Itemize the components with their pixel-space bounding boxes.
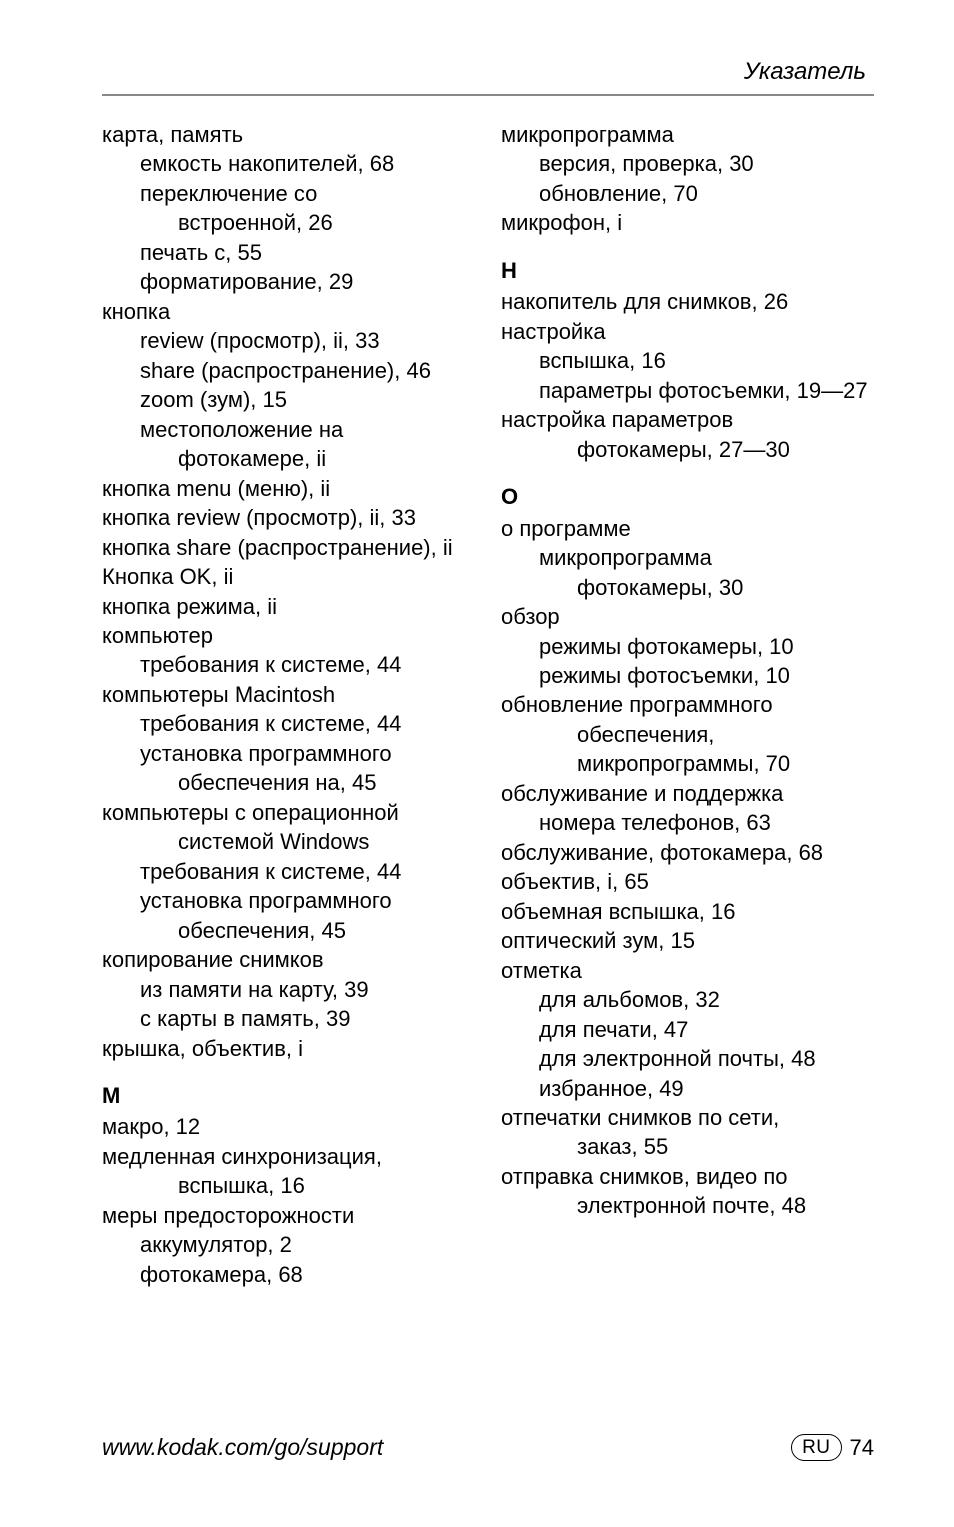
- index-line: кнопка: [102, 297, 475, 326]
- index-line: кнопка режима, ii: [102, 592, 475, 621]
- index-line: оптический зум, 15: [501, 926, 874, 955]
- index-line: фотокамера, 68: [102, 1260, 475, 1289]
- index-line: фотокамеры, 27—30: [501, 435, 874, 464]
- index-line: фотокамеры, 30: [501, 573, 874, 602]
- index-line: кнопка review (просмотр), ii, 33: [102, 503, 475, 532]
- index-line: печать с, 55: [102, 238, 475, 267]
- index-line: макро, 12: [102, 1112, 475, 1141]
- index-line: режимы фотосъемки, 10: [501, 661, 874, 690]
- index-line: обеспечения на, 45: [102, 768, 475, 797]
- index-line: кнопка share (распространение), ii: [102, 533, 475, 562]
- index-line: номера телефонов, 63: [501, 808, 874, 837]
- index-line: переключение со: [102, 179, 475, 208]
- index-line: о программе: [501, 514, 874, 543]
- index-line: установка программного: [102, 739, 475, 768]
- footer: www.kodak.com/go/support RU 74: [102, 1434, 874, 1461]
- index-line: микропрограмма: [501, 543, 874, 572]
- index-line: параметры фотосъемки, 19—27: [501, 376, 874, 405]
- footer-right: RU 74: [791, 1434, 874, 1461]
- index-line: установка программного: [102, 886, 475, 915]
- index-line: обеспечения, 45: [102, 916, 475, 945]
- index-line: крышка, объектив, i: [102, 1034, 475, 1063]
- index-line: настройка параметров: [501, 405, 874, 434]
- index-line: для электронной почты, 48: [501, 1044, 874, 1073]
- index-line: вспышка, 16: [501, 346, 874, 375]
- index-line: требования к системе, 44: [102, 857, 475, 886]
- page: Указатель карта, памятьемкость накопител…: [0, 0, 954, 1527]
- index-line: Кнопка OK, ii: [102, 562, 475, 591]
- index-line: обслуживание и поддержка: [501, 779, 874, 808]
- left-column: карта, памятьемкость накопителей, 68пере…: [102, 120, 475, 1289]
- index-line: вспышка, 16: [102, 1171, 475, 1200]
- page-number: 74: [850, 1435, 874, 1461]
- index-line: обслуживание, фотокамера, 68: [501, 838, 874, 867]
- index-line: электронной почте, 48: [501, 1191, 874, 1220]
- index-line: микрофон, i: [501, 208, 874, 237]
- index-line: из памяти на карту, 39: [102, 975, 475, 1004]
- index-line: отпечатки снимков по сети,: [501, 1103, 874, 1132]
- running-head: Указатель: [102, 58, 874, 86]
- index-line: для печати, 47: [501, 1015, 874, 1044]
- index-line: медленная синхронизация,: [102, 1142, 475, 1171]
- index-line: местоположение на: [102, 415, 475, 444]
- index-line: О: [501, 482, 874, 511]
- index-line: меры предосторожности: [102, 1201, 475, 1230]
- index-line: компьютеры с операционной: [102, 798, 475, 827]
- index-line: копирование снимков: [102, 945, 475, 974]
- index-line: настройка: [501, 317, 874, 346]
- right-column: микропрограммаверсия, проверка, 30обновл…: [501, 120, 874, 1289]
- index-line: обзор: [501, 602, 874, 631]
- index-line: обновление программного: [501, 690, 874, 719]
- index-line: zoom (зум), 15: [102, 385, 475, 414]
- index-line: версия, проверка, 30: [501, 149, 874, 178]
- header-rule: [102, 94, 874, 96]
- index-line: review (просмотр), ii, 33: [102, 326, 475, 355]
- index-line: компьютер: [102, 621, 475, 650]
- locale-badge: RU: [791, 1434, 841, 1461]
- index-line: карта, память: [102, 120, 475, 149]
- index-line: накопитель для снимков, 26: [501, 287, 874, 316]
- footer-url: www.kodak.com/go/support: [102, 1434, 383, 1461]
- index-line: системой Windows: [102, 827, 475, 856]
- index-line: М: [102, 1081, 475, 1110]
- index-line: share (распространение), 46: [102, 356, 475, 385]
- index-line: режимы фотокамеры, 10: [501, 632, 874, 661]
- index-line: встроенной, 26: [102, 208, 475, 237]
- index-line: микропрограммы, 70: [501, 749, 874, 778]
- index-line: аккумулятор, 2: [102, 1230, 475, 1259]
- index-line: избранное, 49: [501, 1074, 874, 1103]
- index-line: кнопка menu (меню), ii: [102, 474, 475, 503]
- index-line: микропрограмма: [501, 120, 874, 149]
- index-line: заказ, 55: [501, 1132, 874, 1161]
- index-line: емкость накопителей, 68: [102, 149, 475, 178]
- index-line: Н: [501, 256, 874, 285]
- index-line: для альбомов, 32: [501, 985, 874, 1014]
- index-line: отметка: [501, 956, 874, 985]
- index-line: форматирование, 29: [102, 267, 475, 296]
- index-columns: карта, памятьемкость накопителей, 68пере…: [102, 120, 874, 1289]
- index-line: требования к системе, 44: [102, 709, 475, 738]
- index-line: объемная вспышка, 16: [501, 897, 874, 926]
- index-line: с карты в память, 39: [102, 1004, 475, 1033]
- index-line: отправка снимков, видео по: [501, 1162, 874, 1191]
- index-line: фотокамере, ii: [102, 444, 475, 473]
- index-line: компьютеры Macintosh: [102, 680, 475, 709]
- index-line: обновление, 70: [501, 179, 874, 208]
- index-line: обеспечения,: [501, 720, 874, 749]
- index-line: объектив, i, 65: [501, 867, 874, 896]
- index-line: требования к системе, 44: [102, 650, 475, 679]
